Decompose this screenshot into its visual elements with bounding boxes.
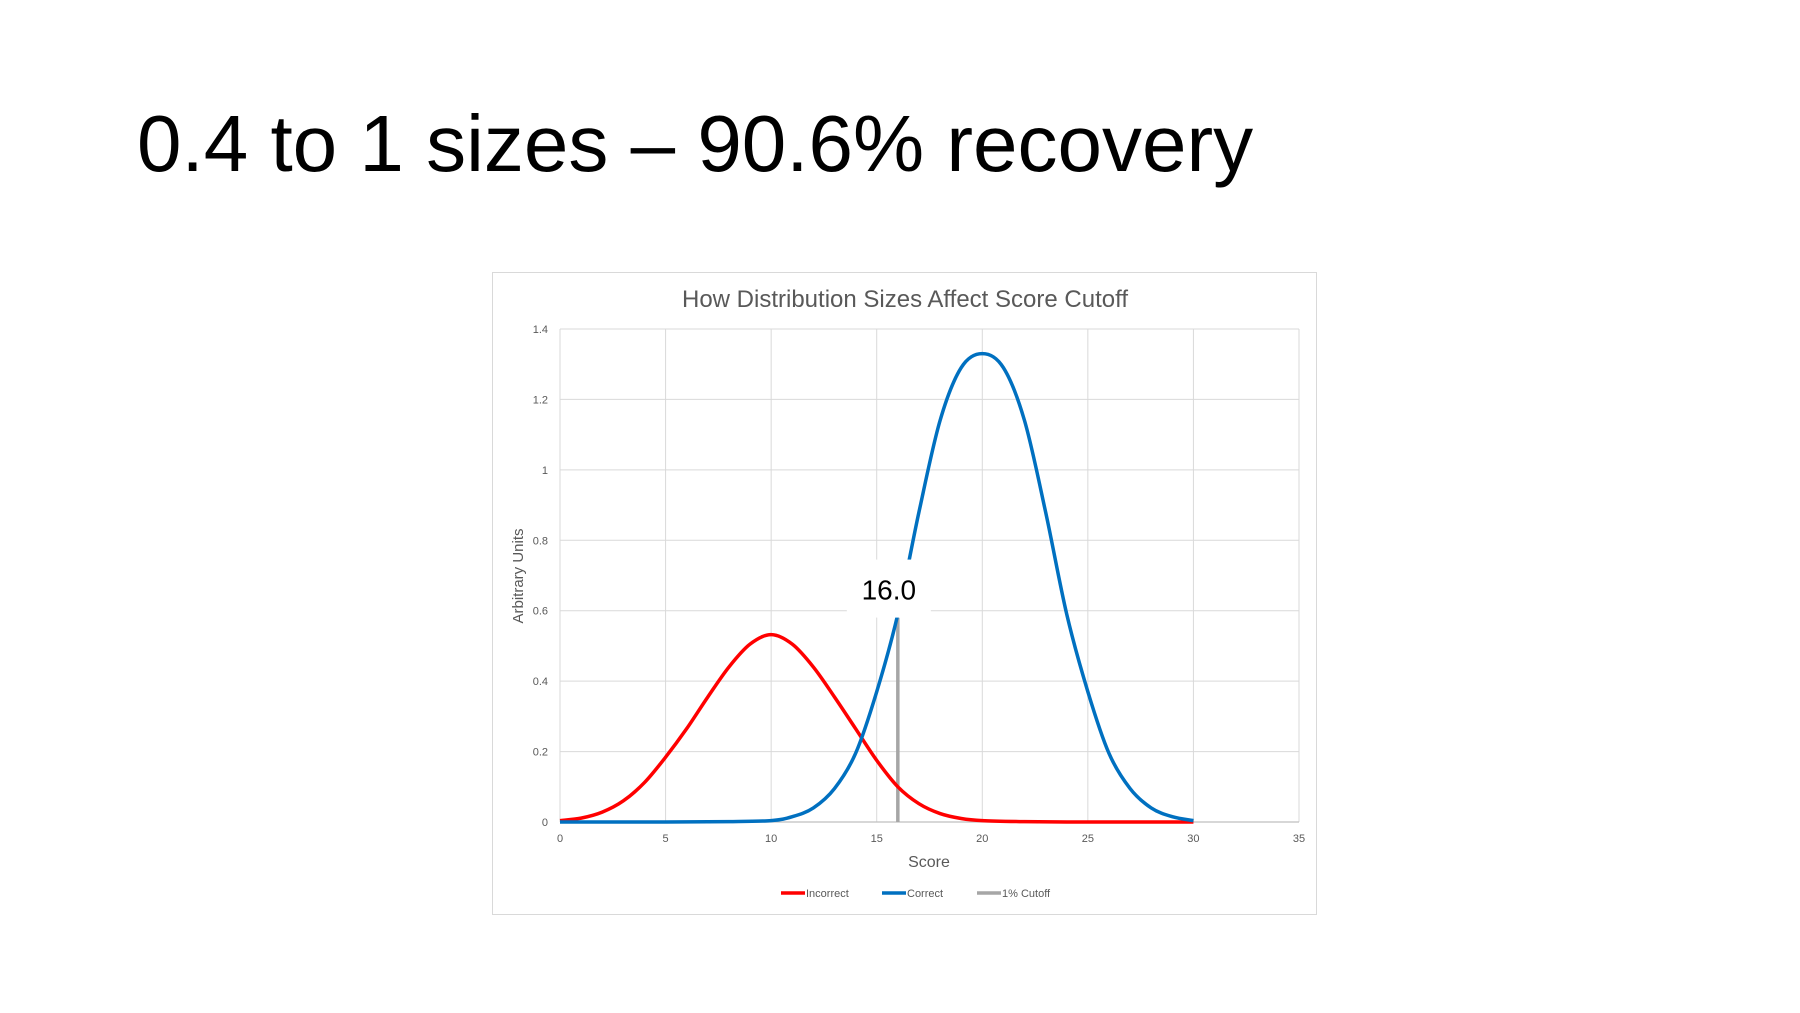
x-tick-label-2: 10 — [765, 833, 777, 845]
x-tick-label-6: 30 — [1187, 833, 1199, 845]
x-tick-label-5: 25 — [1082, 833, 1094, 845]
y-tick-label-7: 1.4 — [533, 324, 548, 336]
y-tick-label-5: 1 — [542, 465, 548, 477]
annotations: 16.0 — [846, 559, 931, 618]
x-tick-label-0: 0 — [557, 833, 563, 845]
tick-labels: 0 5 10 15 20 25 30 35 0 0.2 0.4 0.6 0.8 1 1.2 1.4 — [533, 324, 1305, 845]
y-tick-label-1: 0.2 — [533, 747, 548, 759]
chart-title: How Distribution Sizes Affect Score Cuto… — [682, 286, 1128, 313]
x-tick-label-1: 5 — [663, 833, 669, 845]
chart: How Distribution Sizes Affect Score Cuto… — [510, 286, 1305, 900]
cutoff-value-label: 16.0 — [862, 575, 917, 606]
slide-title: 0.4 to 1 sizes – 90.6% recovery — [137, 99, 1254, 188]
series-line-incorrect — [559, 632, 1194, 824]
x-axis-label: Score — [908, 854, 950, 871]
x-tick-label-4: 20 — [976, 833, 988, 845]
y-tick-label-4: 0.8 — [533, 535, 548, 547]
x-tick-label-3: 15 — [871, 833, 883, 845]
x-tick-label-7: 35 — [1293, 833, 1305, 845]
y-tick-label-3: 0.6 — [533, 606, 548, 618]
y-tick-label-0: 0 — [542, 817, 548, 829]
y-tick-label-2: 0.4 — [533, 676, 548, 688]
legend-label-1-cutoff: 1% Cutoff — [1002, 888, 1051, 900]
legend: Incorrect Correct 1% Cutoff — [781, 888, 1051, 900]
chart-frame: How Distribution Sizes Affect Score Cuto… — [492, 272, 1317, 915]
y-axis-label: Arbitrary Units — [510, 528, 527, 623]
series-line-correct — [559, 351, 1194, 824]
series-lines — [559, 351, 1194, 824]
y-tick-label-6: 1.2 — [533, 394, 548, 406]
annotation-box-0 — [846, 559, 931, 618]
legend-label-incorrect: Incorrect — [806, 888, 849, 900]
legend-label-correct: Correct — [907, 888, 943, 900]
